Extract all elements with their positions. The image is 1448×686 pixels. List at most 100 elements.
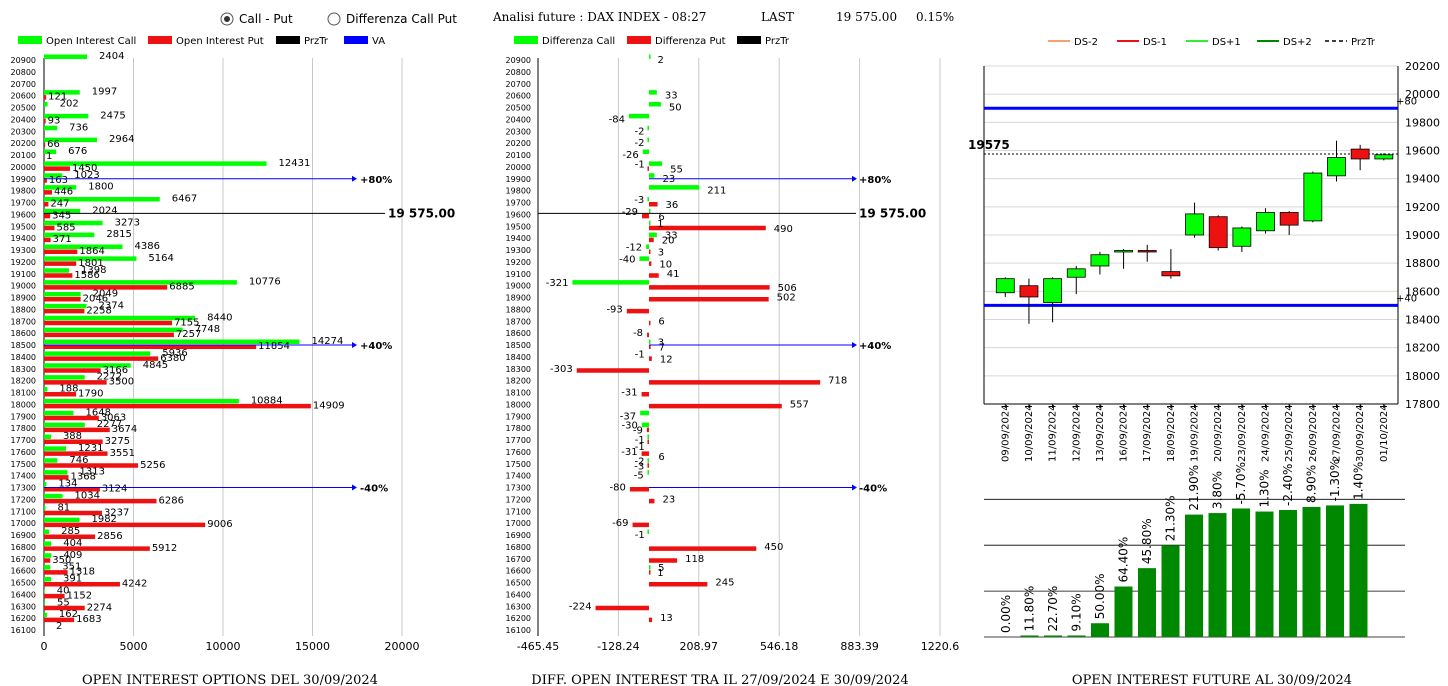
bar-diff-put	[648, 285, 770, 290]
bar-call-value: 1231	[78, 443, 103, 454]
diff-value-label: -80	[610, 483, 626, 494]
date-label: 18/09/2024	[1166, 404, 1177, 462]
radio-call-put[interactable]: Call - Put	[220, 12, 293, 26]
strike-label-diff: 19300	[506, 246, 531, 255]
bar-put-value: 7257	[176, 329, 201, 340]
bar-call	[44, 470, 68, 475]
bar-put	[44, 308, 85, 314]
bar-put	[44, 320, 173, 326]
y-tick-candle: 19800	[1405, 116, 1440, 129]
legend-ds-1: DS-1	[1143, 37, 1167, 48]
strike-label-diff: 17500	[506, 460, 531, 469]
strike-label-diff: 20200	[506, 139, 531, 148]
candle-body	[1137, 250, 1157, 253]
bar-call-value: 2049	[93, 289, 118, 300]
legend-candle: DS-2 DS-1 DS+1 DS+2 PrzTr	[1048, 37, 1376, 48]
bar-put	[44, 617, 75, 623]
strike-label-oi: 19800	[11, 187, 36, 196]
bar-put-value: 3275	[105, 436, 130, 447]
strike-label-oi: 20600	[11, 92, 36, 101]
bar-call	[44, 577, 51, 582]
bar-call-value: 736	[69, 122, 88, 133]
strike-label-oi: 19500	[11, 222, 36, 231]
strike-label-diff: 18000	[506, 400, 531, 409]
future-pct-label: 11.80%	[1023, 586, 1037, 632]
bar-put-value: 3674	[112, 424, 137, 435]
strike-label-oi: 16300	[11, 602, 36, 611]
bar-diff-put	[647, 439, 649, 444]
diff-value-label: -8	[633, 328, 643, 339]
strike-label-diff: 20000	[506, 163, 531, 172]
diff-value-label: -31	[621, 447, 637, 458]
bar-call-value: 2475	[100, 110, 125, 121]
legend-diff-call-swatch	[514, 36, 538, 44]
bar-call-value: 162	[59, 609, 78, 620]
bar-call	[44, 529, 50, 534]
y-tick-candle: 18600	[1405, 285, 1440, 298]
future-pct-label: -2.40%	[1281, 464, 1295, 506]
bar-call	[44, 161, 267, 166]
future-pct-label: 0.00%	[999, 595, 1013, 633]
strike-label-diff: 18500	[506, 341, 531, 350]
strike-label-diff: 18400	[506, 353, 531, 362]
bar-call-value: 2277	[97, 419, 122, 430]
bar-put	[44, 451, 108, 456]
strike-label-diff: 19700	[506, 199, 531, 208]
strike-label-diff: 19000	[506, 282, 531, 291]
bar-call-value: 6467	[172, 194, 197, 205]
x-tick-diff: 208.97	[680, 640, 719, 653]
strike-label-oi: 18300	[11, 365, 36, 374]
bar-call-value: 4845	[143, 360, 168, 371]
future-bar	[1326, 505, 1344, 637]
bar-diff-call	[641, 422, 649, 428]
bar-call-value: 409	[63, 550, 82, 561]
radio-call-put-dot	[224, 16, 230, 22]
va-arrow-diff	[852, 484, 857, 491]
va-label-oi: +80%	[360, 175, 392, 186]
bar-put	[44, 332, 174, 338]
strike-label-oi: 17000	[11, 519, 36, 528]
bar-call-value: 1800	[88, 182, 113, 193]
bar-diff-call	[648, 161, 663, 166]
diff-value-label: 3	[658, 248, 664, 259]
bar-put-value: 11854	[258, 341, 290, 352]
strike-label-diff: 20800	[506, 68, 531, 77]
strike-label-oi: 16200	[11, 614, 36, 623]
bar-call-value: 391	[63, 574, 82, 585]
strike-label-oi: 16600	[11, 567, 36, 576]
blue-level-label: +80	[1396, 96, 1417, 107]
future-bar	[1114, 586, 1133, 637]
bar-call	[44, 125, 58, 131]
strike-label-oi: 18100	[11, 389, 36, 398]
bar-put	[44, 213, 51, 219]
diff-value-label: 6	[658, 452, 664, 463]
legend-oi: Open Interest Call Open Interest Put Prz…	[18, 36, 385, 47]
bar-diff-call	[647, 197, 649, 202]
diff-value-label: 55	[670, 164, 683, 175]
diff-value-label: 118	[685, 554, 704, 565]
bar-diff-call	[647, 137, 649, 143]
legend-ds+1: DS+1	[1212, 37, 1241, 48]
strike-label-diff: 20100	[506, 151, 531, 160]
bar-call-value: 4386	[135, 241, 160, 252]
bar-call-value: 10884	[251, 395, 283, 406]
y-tick-candle: 19200	[1405, 201, 1440, 214]
radio-diff-circle[interactable]	[327, 12, 341, 26]
future-bar	[1138, 568, 1156, 637]
caption-diff: DIFF. OPEN INTEREST TRA IL 27/09/2024 E …	[531, 673, 908, 686]
future-bar	[1232, 508, 1250, 637]
date-label: 12/09/2024	[1071, 404, 1082, 462]
bar-put	[44, 356, 159, 361]
diff-value-label: 23	[662, 494, 675, 505]
va-arrow-diff	[852, 342, 857, 348]
bar-put-value: 1790	[78, 389, 103, 400]
strike-label-oi: 18700	[11, 317, 36, 326]
bar-diff-put	[648, 356, 652, 361]
radio-diff[interactable]: Differenza Call Put	[327, 12, 457, 26]
diff-value-label: -2	[635, 138, 645, 149]
future-bar	[1185, 514, 1203, 637]
strike-label-oi: 20400	[11, 115, 36, 124]
bar-call-value: 2964	[109, 134, 134, 145]
diff-value-label: 1	[657, 219, 663, 230]
bar-put-value: 5912	[152, 543, 177, 554]
